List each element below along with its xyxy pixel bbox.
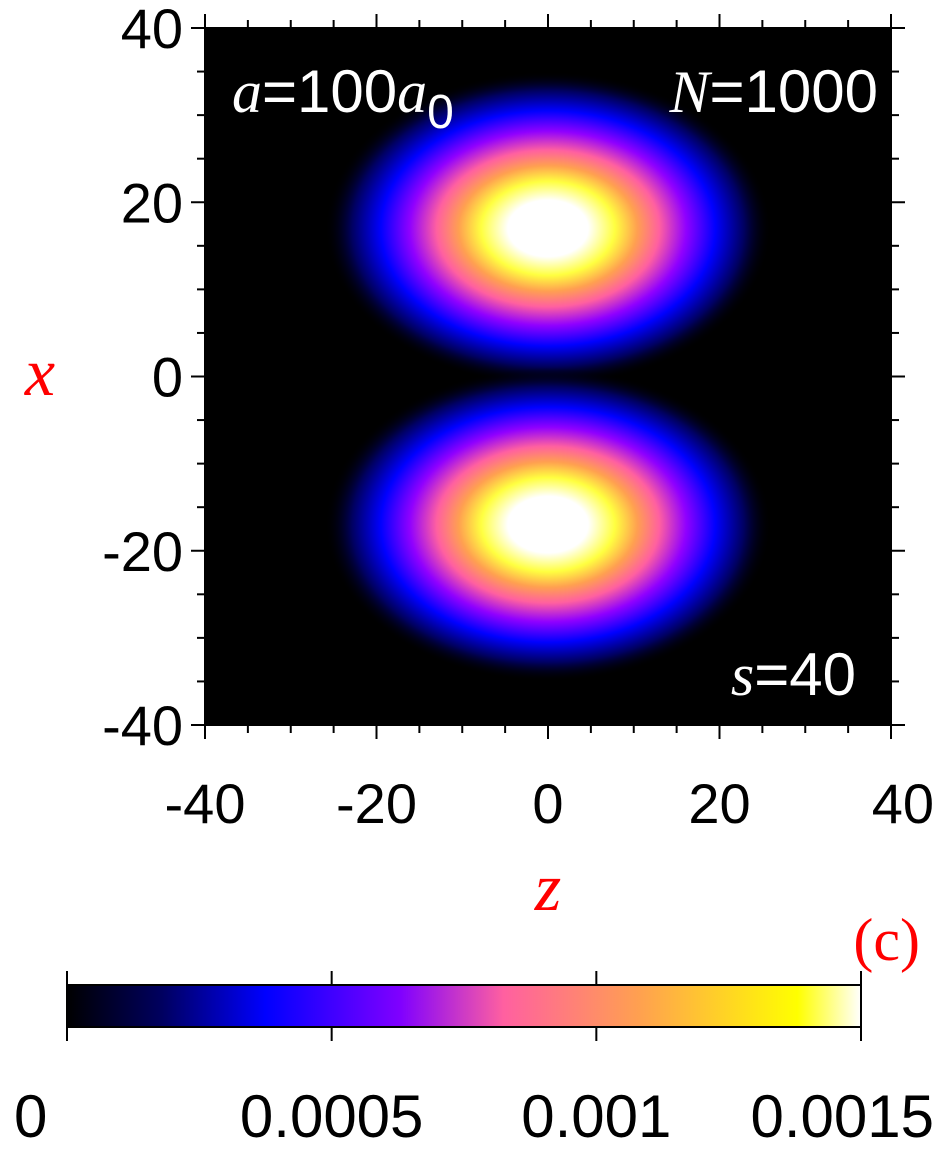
colorbar-tick-label: 0.0015 (750, 1083, 934, 1150)
x-tick-labels: -40 -20 0 20 40 (165, 772, 934, 835)
y-tick-label: -20 (102, 520, 183, 583)
colorbar (66, 984, 862, 1028)
y-axis-title: x (24, 334, 55, 410)
x-tick-label: -20 (336, 772, 417, 835)
a-symbol: a (232, 59, 262, 125)
panel-label: (c) (853, 907, 920, 973)
y-tick-label: 40 (121, 0, 183, 60)
s-value: =40 (754, 641, 856, 708)
density-blob-2 (325, 367, 771, 682)
x-tick-label: 40 (872, 772, 934, 835)
colorbar-tick-label: 0.0005 (240, 1083, 424, 1150)
scattering-length-annotation: a=100a0 (232, 58, 454, 139)
a0-symbol: a (397, 59, 427, 125)
colorbar-tick-label: 0 (14, 1083, 47, 1150)
atom-number-annotation: N=1000 (668, 58, 878, 125)
axis-ticks (191, 14, 905, 739)
colorbar-tick-label: 0.001 (521, 1083, 671, 1150)
x-tick-label: -40 (165, 772, 246, 835)
n-value: =1000 (709, 58, 878, 125)
x-tick-label: 20 (688, 772, 750, 835)
s-symbol: s (731, 642, 754, 708)
y-tick-label: 20 (121, 171, 183, 234)
x-axis-title: z (534, 849, 561, 925)
n-symbol: N (668, 59, 712, 125)
colorbar-tick-labels: 0 0.0005 0.001 0.0015 (14, 1083, 934, 1150)
density-blob-1 (325, 71, 771, 386)
y-tick-labels: -40 -20 0 20 40 (102, 0, 183, 757)
a0-subscript: 0 (427, 86, 454, 139)
s-parameter-annotation: s=40 (731, 641, 856, 708)
y-tick-label: -40 (102, 694, 183, 757)
colorbar-ticks (66, 971, 862, 1041)
a-value: =100 (262, 58, 397, 125)
x-tick-label: 0 (532, 772, 563, 835)
density-blobs (325, 71, 771, 682)
y-tick-label: 0 (152, 346, 183, 409)
